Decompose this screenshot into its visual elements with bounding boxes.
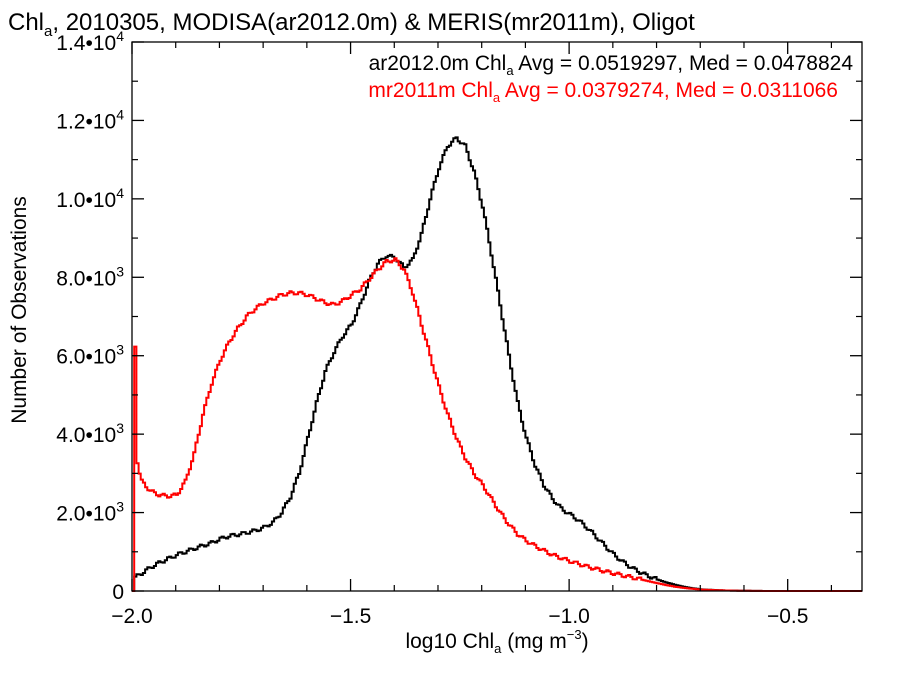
y-tick-label: 1.0•104 [56,185,124,212]
y-tick-label: 0 [112,581,124,604]
title-pre: Chl [8,9,44,36]
y-tick-label: 1.4•104 [56,28,124,55]
y-axis: 0 2.0•103 4.0•103 6.0•103 8.0•103 1.0•104 1.2•… [56,28,862,604]
x-axis-label: log10 Chla (mg m−3) [405,627,588,656]
legend-entry-ar2012: ar2012.0m Chla Avg = 0.0519297, Med = 0.… [369,52,854,78]
x-tick-label: −1.5 [330,605,371,628]
x-tick-label: −1.0 [548,605,589,628]
legend-entry-mr2011: mr2011m Chla Avg = 0.0379274, Med = 0.03… [368,79,838,105]
series-line-ar2012 [132,136,862,592]
title-sub: a [44,23,53,40]
xlabel-sub: a [494,641,502,656]
y-tick-label: 4.0•103 [56,420,124,447]
xlabel-post: ) [582,630,589,653]
x-tick-label: −0.5 [767,605,808,628]
x-axis: −2.0 −1.5 −1.0 −0.5 [111,42,833,628]
y-tick-label: 1.2•104 [56,106,124,133]
y-tick-label: 2.0•103 [56,499,124,526]
legend: ar2012.0m Chla Avg = 0.0519297, Med = 0.… [368,52,853,105]
y-tick-label: 8.0•103 [56,263,124,290]
y-axis-label: Number of Observations [8,196,31,424]
series-line-mr2011 [132,257,862,592]
plot-area [132,136,862,592]
xlabel-mid: (mg m [501,630,566,653]
y-tick-label: 6.0•103 [56,342,124,369]
xlabel-pre: log10 Chl [405,630,494,653]
xlabel-sup: −3 [567,627,582,642]
title-post: , 2010305, MODISA(ar2012.0m) & MERIS(mr2… [52,9,695,36]
chart-title: Chla, 2010305, MODISA(ar2012.0m) & MERIS… [8,9,695,40]
x-tick-label: −2.0 [111,605,152,628]
